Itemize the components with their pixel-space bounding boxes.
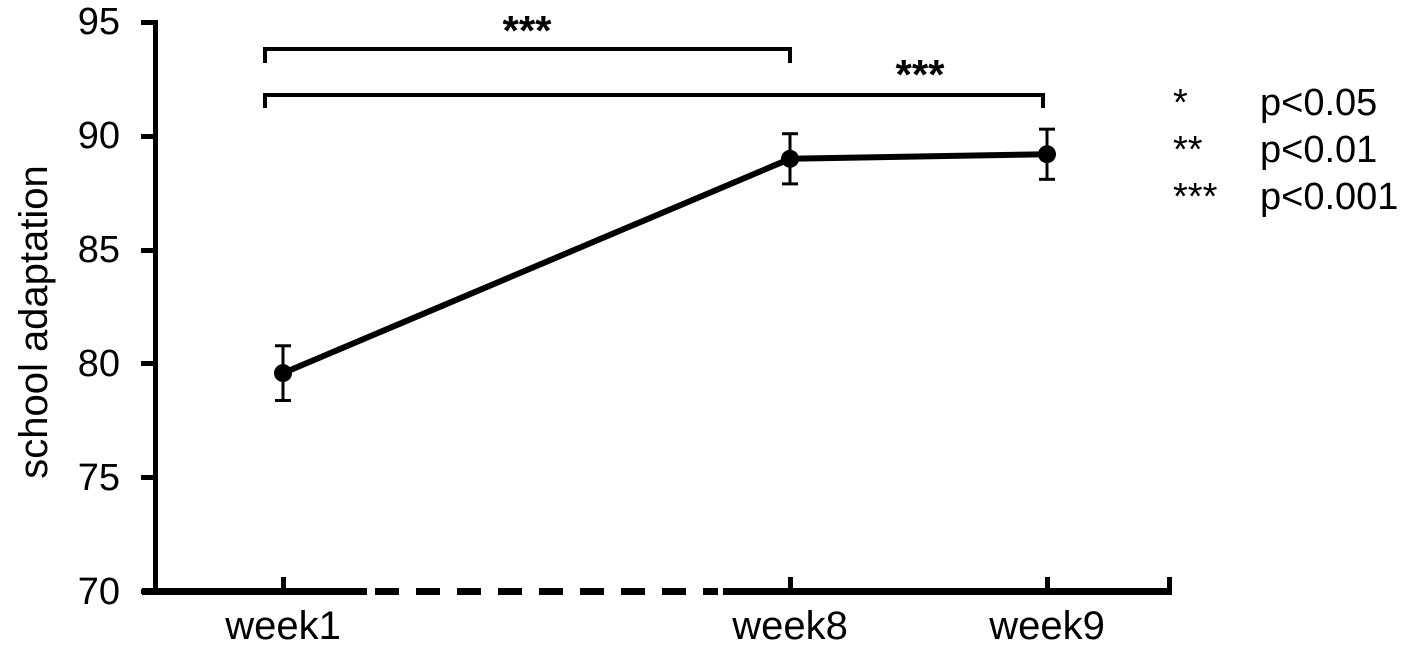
legend-row: *** p<0.001 (1173, 174, 1418, 221)
significance-bracket-week1-week8 (263, 47, 792, 63)
x-axis-line (142, 588, 367, 595)
y-tick (141, 134, 155, 139)
x-axis-break-dashes (375, 588, 718, 595)
y-tick-label: 70 (77, 571, 120, 613)
x-tick-label: week1 (225, 604, 341, 648)
x-tick-label: week8 (732, 604, 848, 648)
legend-row: * p<0.05 (1173, 80, 1418, 127)
legend-symbol: ** (1173, 129, 1203, 171)
y-tick-label: 85 (77, 229, 120, 271)
significance-bracket-week1-week9 (263, 93, 1045, 108)
y-tick-label: 90 (77, 115, 120, 157)
y-tick-label: 95 (77, 1, 120, 43)
x-axis-end-tick (1167, 577, 1172, 588)
y-axis-line (153, 20, 158, 594)
significance-stars: *** (895, 51, 945, 98)
significance-stars: *** (502, 7, 552, 54)
legend-label: p<0.01 (1260, 129, 1378, 171)
legend-symbol: *** (1173, 176, 1218, 218)
y-tick (141, 248, 155, 253)
y-tick (141, 475, 155, 480)
y-tick-label: 75 (77, 457, 120, 499)
y-tick (141, 20, 155, 25)
x-axis-line (723, 588, 1172, 595)
y-tick (141, 361, 155, 366)
legend-label: p<0.05 (1260, 82, 1378, 124)
x-tick-label: week9 (989, 604, 1105, 648)
legend-label: p<0.001 (1260, 176, 1399, 218)
legend-symbol: * (1173, 82, 1188, 124)
significance-legend: * p<0.05 ** p<0.01 *** p<0.001 (1173, 80, 1418, 221)
x-tick (281, 577, 286, 588)
x-tick (1045, 577, 1050, 588)
y-tick-label: 80 (77, 343, 120, 385)
x-tick (788, 577, 793, 588)
legend-row: ** p<0.01 (1173, 127, 1418, 174)
